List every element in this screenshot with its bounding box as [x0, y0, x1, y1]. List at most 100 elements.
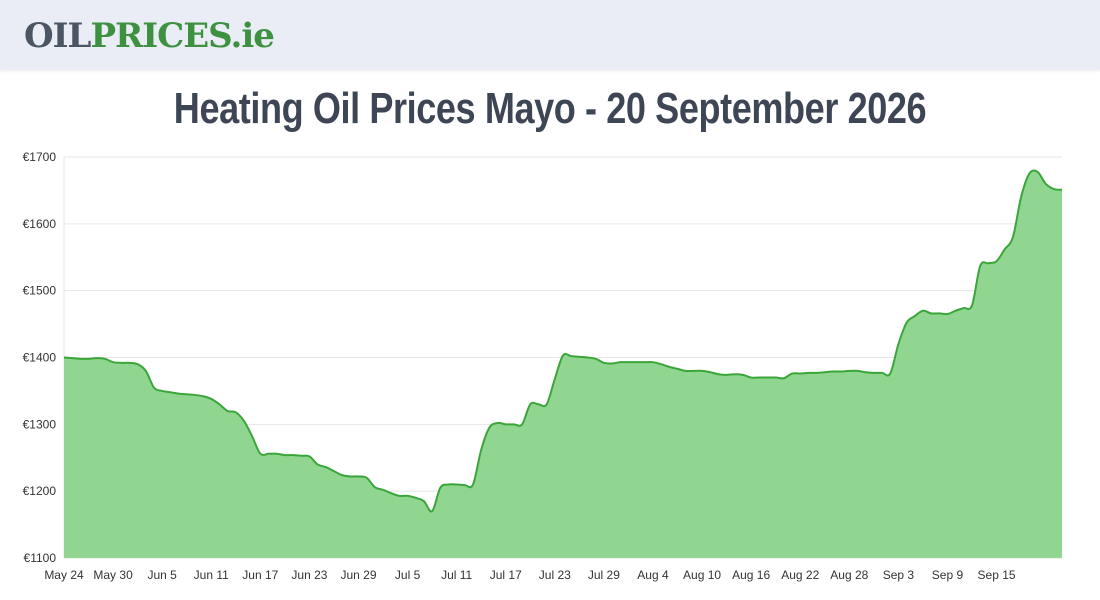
data-point[interactable]: Sep 19: €1675	[1026, 171, 1032, 177]
data-point[interactable]: Jul 1: €1206	[372, 484, 378, 490]
data-point[interactable]: Aug 7: €1383	[675, 366, 681, 372]
data-point[interactable]: Aug 26: €1379	[830, 369, 836, 375]
data-point[interactable]: Aug 13: €1374	[724, 372, 730, 378]
data-point[interactable]: Jun 8: €1345	[184, 391, 190, 397]
data-point[interactable]: Sep 15: €1544	[994, 258, 1000, 264]
data-point[interactable]: Jul 30: €1391	[609, 361, 615, 367]
data-point[interactable]: Jun 7: €1346	[176, 391, 182, 397]
data-point[interactable]: Aug 19: €1370	[773, 375, 779, 381]
data-point[interactable]: May 27: €1398	[86, 356, 92, 362]
data-point[interactable]: Jul 9: €1205	[437, 485, 443, 491]
data-point[interactable]: Aug 20: €1369	[781, 375, 787, 381]
data-point[interactable]: Jul 10: €1210	[445, 481, 451, 487]
data-point[interactable]: Sep 1: €1377	[879, 370, 885, 376]
data-point[interactable]: Jun 20: €1254	[282, 452, 288, 458]
data-point[interactable]: Aug 14: €1375	[732, 371, 738, 377]
data-point[interactable]: May 25: €1399	[69, 355, 75, 361]
data-point[interactable]: Jul 8: €1170	[429, 508, 435, 514]
data-point[interactable]: Jun 2: €1390	[135, 361, 141, 367]
data-point[interactable]: Sep 8: €1466	[936, 310, 942, 316]
data-point[interactable]: Aug 3: €1393	[642, 359, 648, 365]
data-point[interactable]: Jul 12: €1209	[462, 482, 468, 488]
data-point[interactable]: Sep 10: €1470	[953, 308, 959, 314]
data-point[interactable]: Jun 3: €1380	[143, 368, 149, 374]
data-point[interactable]: Jul 16: €1302	[495, 420, 501, 426]
data-point[interactable]: Sep 11: €1474	[961, 305, 967, 311]
data-point[interactable]: Aug 9: €1380	[691, 368, 697, 374]
data-point[interactable]: Sep 6: €1470	[920, 308, 926, 314]
data-point[interactable]: Jun 10: €1342	[200, 393, 206, 399]
data-point[interactable]: Sep 5: €1462	[912, 313, 918, 319]
data-point[interactable]: Sep 2: €1376	[887, 371, 893, 377]
data-point[interactable]: Jun 22: €1253	[298, 453, 304, 459]
data-point[interactable]: Jul 17: €1300	[503, 421, 509, 427]
data-point[interactable]: Aug 29: €1380	[854, 368, 860, 374]
data-point[interactable]: Jul 27: €1400	[585, 355, 591, 361]
data-point[interactable]: Aug 22: €1376	[797, 371, 803, 377]
data-point[interactable]: undefined: €1652	[1051, 186, 1057, 192]
data-point[interactable]: Aug 11: €1378	[707, 369, 713, 375]
data-point[interactable]: Aug 28: €1380	[846, 368, 852, 374]
data-point[interactable]: Sep 16: €1562	[1002, 246, 1008, 252]
data-point[interactable]: Jul 7: €1185	[421, 498, 427, 504]
data-point[interactable]: Jun 26: €1230	[331, 468, 337, 474]
data-point[interactable]: Jul 23: €1368	[552, 376, 558, 382]
data-point[interactable]: Aug 16: €1370	[748, 375, 754, 381]
data-point[interactable]: May 29: €1398	[102, 356, 108, 362]
data-point[interactable]: Jul 22: €1330	[544, 401, 550, 407]
data-point[interactable]: Jun 14: €1318	[233, 409, 239, 415]
data-point[interactable]: Jun 18: €1256	[266, 451, 272, 457]
data-point[interactable]: Jul 13: €1210	[470, 481, 476, 487]
data-point[interactable]: Aug 5: €1390	[658, 361, 664, 367]
data-point[interactable]: Jun 27: €1224	[339, 472, 345, 478]
data-point[interactable]: Jul 20: €1330	[527, 401, 533, 407]
data-point[interactable]: Aug 17: €1370	[756, 375, 762, 381]
data-point[interactable]: Jun 17: €1256	[257, 451, 263, 457]
data-point[interactable]: Jul 24: €1403	[560, 353, 566, 359]
data-point[interactable]: May 26: €1398	[77, 356, 83, 362]
data-point[interactable]: undefined: €1660	[1043, 181, 1049, 187]
data-point[interactable]: Jun 1: €1392	[126, 360, 132, 366]
data-point[interactable]: Jul 21: €1330	[535, 401, 541, 407]
data-point[interactable]: Jun 25: €1236	[323, 464, 329, 470]
data-point[interactable]: Sep 9: €1465	[944, 311, 950, 317]
data-point[interactable]: Jun 13: €1320	[225, 408, 231, 414]
data-point[interactable]: May 24: €1400	[61, 355, 67, 361]
data-point[interactable]: Jun 4: €1355	[151, 385, 157, 391]
data-point[interactable]: Aug 8: €1380	[683, 368, 689, 374]
data-point[interactable]: May 31: €1392	[118, 360, 124, 366]
data-point[interactable]: Jun 24: €1240	[315, 461, 321, 467]
data-point[interactable]: Jul 29: €1392	[601, 360, 607, 366]
data-point[interactable]: Jul 14: €1262	[478, 447, 484, 453]
data-point[interactable]: Aug 27: €1379	[838, 369, 844, 375]
data-point[interactable]: Aug 18: €1370	[765, 375, 771, 381]
data-point[interactable]: Jul 28: €1398	[593, 356, 599, 362]
data-point[interactable]: Jun 28: €1222	[347, 473, 353, 479]
data-point[interactable]: Sep 17: €1580	[1010, 234, 1016, 240]
data-point[interactable]: Jul 26: €1401	[576, 354, 582, 360]
data-point[interactable]: Aug 4: €1393	[650, 359, 656, 365]
data-point[interactable]: Aug 6: €1386	[666, 364, 672, 370]
data-point[interactable]: Jul 25: €1402	[568, 353, 574, 359]
data-point[interactable]: Aug 24: €1377	[814, 370, 820, 376]
data-point[interactable]: Jul 15: €1295	[486, 425, 492, 431]
data-point[interactable]: Aug 31: €1377	[871, 370, 877, 376]
data-point[interactable]: Jun 6: €1348	[167, 389, 173, 395]
data-point[interactable]: Aug 30: €1378	[863, 369, 869, 375]
data-point[interactable]: Jun 29: €1222	[355, 473, 361, 479]
data-point[interactable]: Aug 10: €1380	[699, 368, 705, 374]
data-point[interactable]: Jul 4: €1193	[396, 493, 402, 499]
data-point[interactable]: Jul 18: €1300	[511, 421, 517, 427]
data-point[interactable]: Jun 16: €1282	[249, 433, 255, 439]
data-point[interactable]: Aug 25: €1378	[822, 369, 828, 375]
data-point[interactable]: Jul 19: €1300	[519, 421, 525, 427]
data-point[interactable]: Aug 1: €1393	[625, 359, 631, 365]
data-point[interactable]: May 30: €1393	[110, 359, 116, 365]
data-point[interactable]: Aug 15: €1374	[740, 372, 746, 378]
data-point[interactable]: Jun 12: €1330	[216, 401, 222, 407]
data-point[interactable]: Sep 3: €1420	[895, 341, 901, 347]
site-logo[interactable]: OILPRICES.ie	[24, 14, 275, 58]
data-point[interactable]: Jun 30: €1220	[364, 475, 370, 481]
data-point[interactable]: Jul 11: €1210	[454, 481, 460, 487]
data-point[interactable]: Sep 14: €1541	[985, 260, 991, 266]
